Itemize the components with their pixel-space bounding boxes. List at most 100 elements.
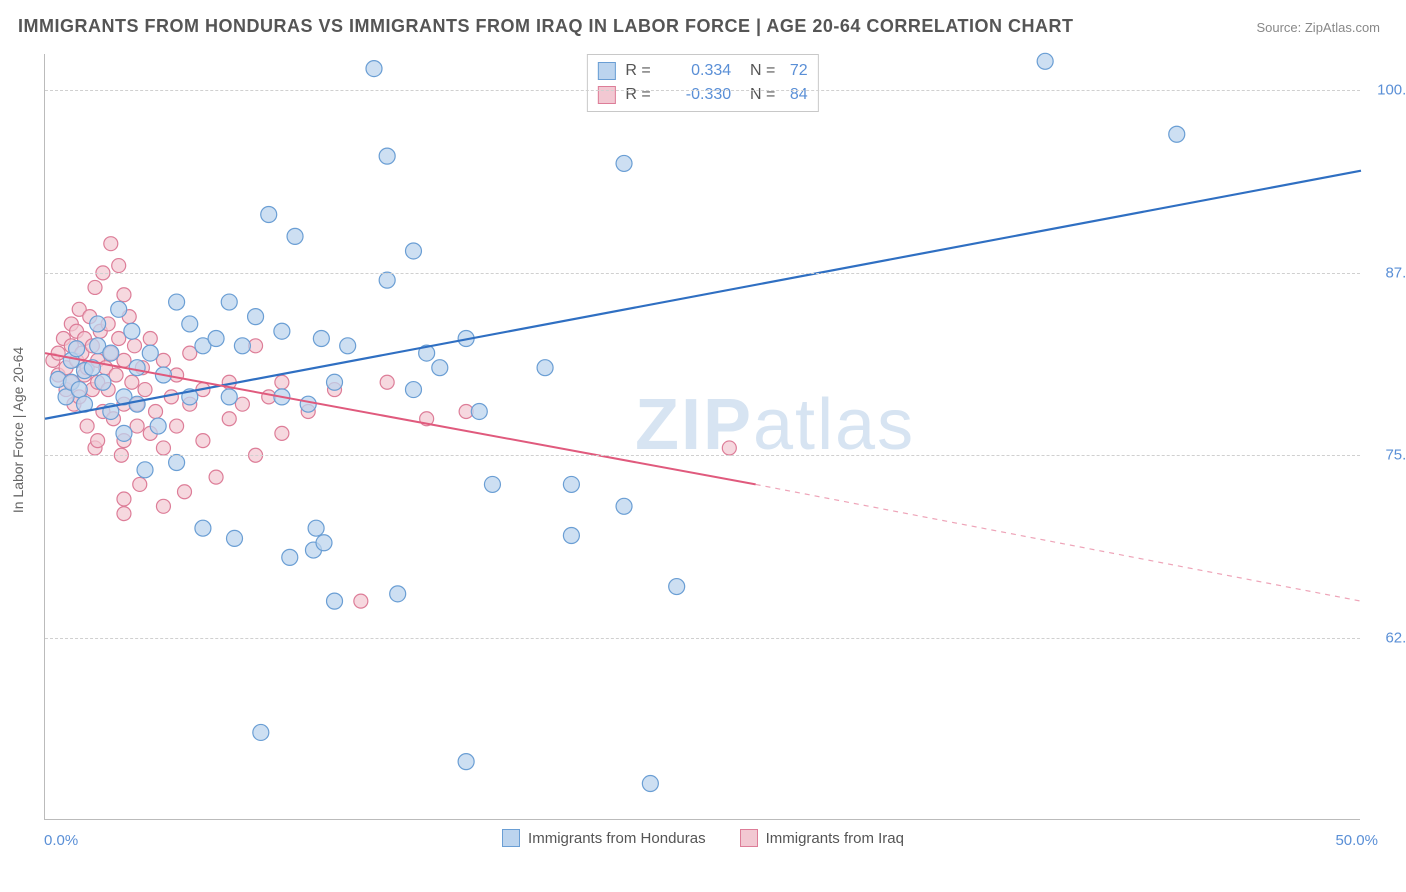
scatter-point [142,345,158,361]
scatter-point [209,470,223,484]
correlation-legend-row: R = 0.334 N = 72 [597,59,807,83]
scatter-point [432,360,448,376]
scatter-point [261,206,277,222]
scatter-point [80,419,94,433]
scatter-point [275,375,289,389]
scatter-point [282,549,298,565]
stat-n-value: 84 [785,83,807,107]
scatter-point [90,316,106,332]
stat-r-label: R = [625,83,655,107]
scatter-point [117,353,131,367]
stat-n-label: N = [741,59,775,83]
scatter-point [221,294,237,310]
gridline-h [45,90,1360,91]
scatter-point [390,586,406,602]
y-axis-label: In Labor Force | Age 20-64 [10,347,26,513]
gridline-h [45,273,1360,274]
scatter-point [95,374,111,390]
scatter-point [103,345,119,361]
scatter-point [221,389,237,405]
scatter-point [111,301,127,317]
scatter-point [112,259,126,273]
scatter-point [340,338,356,354]
scatter-point [183,346,197,360]
scatter-point [196,434,210,448]
scatter-point [156,441,170,455]
scatter-point [138,383,152,397]
scatter-point [471,403,487,419]
scatter-point [234,338,250,354]
y-tick-label: 87.5% [1368,264,1406,281]
scatter-point [642,776,658,792]
chart-title: IMMIGRANTS FROM HONDURAS VS IMMIGRANTS F… [18,16,1074,37]
scatter-point [117,492,131,506]
scatter-point [133,477,147,491]
bottom-legend: Immigrants from Honduras Immigrants from … [0,829,1406,847]
scatter-point [169,455,185,471]
scatter-point [116,425,132,441]
scatter-point [104,237,118,251]
scatter-point [616,498,632,514]
scatter-point [300,396,316,412]
scatter-point [327,374,343,390]
scatter-point [129,360,145,376]
scatter-point [669,579,685,595]
stat-n-label: N = [741,83,775,107]
legend-item: Immigrants from Honduras [502,829,706,847]
legend-label: Immigrants from Honduras [528,830,706,847]
scatter-point [156,499,170,513]
legend-swatch [502,829,520,847]
legend-label: Immigrants from Iraq [766,830,904,847]
y-tick-label: 62.5% [1368,629,1406,646]
scatter-point [379,272,395,288]
scatter-point [563,527,579,543]
plot-area: ZIPatlas R = 0.334 N = 72R = -0.330 N = … [44,54,1360,820]
scatter-point [156,353,170,367]
scatter-point [150,418,166,434]
scatter-point [137,462,153,478]
gridline-h [45,455,1360,456]
scatter-point [88,280,102,294]
scatter-point [71,382,87,398]
gridline-h [45,638,1360,639]
y-tick-label: 75.0% [1368,447,1406,464]
legend-swatch [597,62,615,80]
regression-line [45,171,1361,419]
scatter-point [537,360,553,376]
scatter-point [616,155,632,171]
scatter-point [222,412,236,426]
scatter-point [1169,126,1185,142]
scatter-point [253,724,269,740]
legend-swatch [740,829,758,847]
scatter-point [117,507,131,521]
scatter-point [1037,53,1053,69]
scatter-point [275,426,289,440]
correlation-legend-row: R = -0.330 N = 84 [597,83,807,107]
scatter-point [366,61,382,77]
scatter-point [287,228,303,244]
scatter-point [274,323,290,339]
scatter-point [354,594,368,608]
scatter-point [112,332,126,346]
scatter-point [69,341,85,357]
scatter-point [125,375,139,389]
scatter-point [484,476,500,492]
stat-r-value: 0.334 [665,59,731,83]
legend-swatch [597,86,615,104]
legend-item: Immigrants from Iraq [740,829,904,847]
scatter-point [170,419,184,433]
scatter-point [177,485,191,499]
scatter-point [124,323,140,339]
scatter-point [235,397,249,411]
scatter-point [379,148,395,164]
scatter-point [208,331,224,347]
scatter-point [149,404,163,418]
scatter-point [195,520,211,536]
regression-line-dashed [756,484,1361,601]
scatter-point [129,396,145,412]
scatter-point [130,419,144,433]
scatter-point [248,309,264,325]
stat-r-value: -0.330 [665,83,731,107]
scatter-point [405,243,421,259]
scatter-point [51,346,65,360]
